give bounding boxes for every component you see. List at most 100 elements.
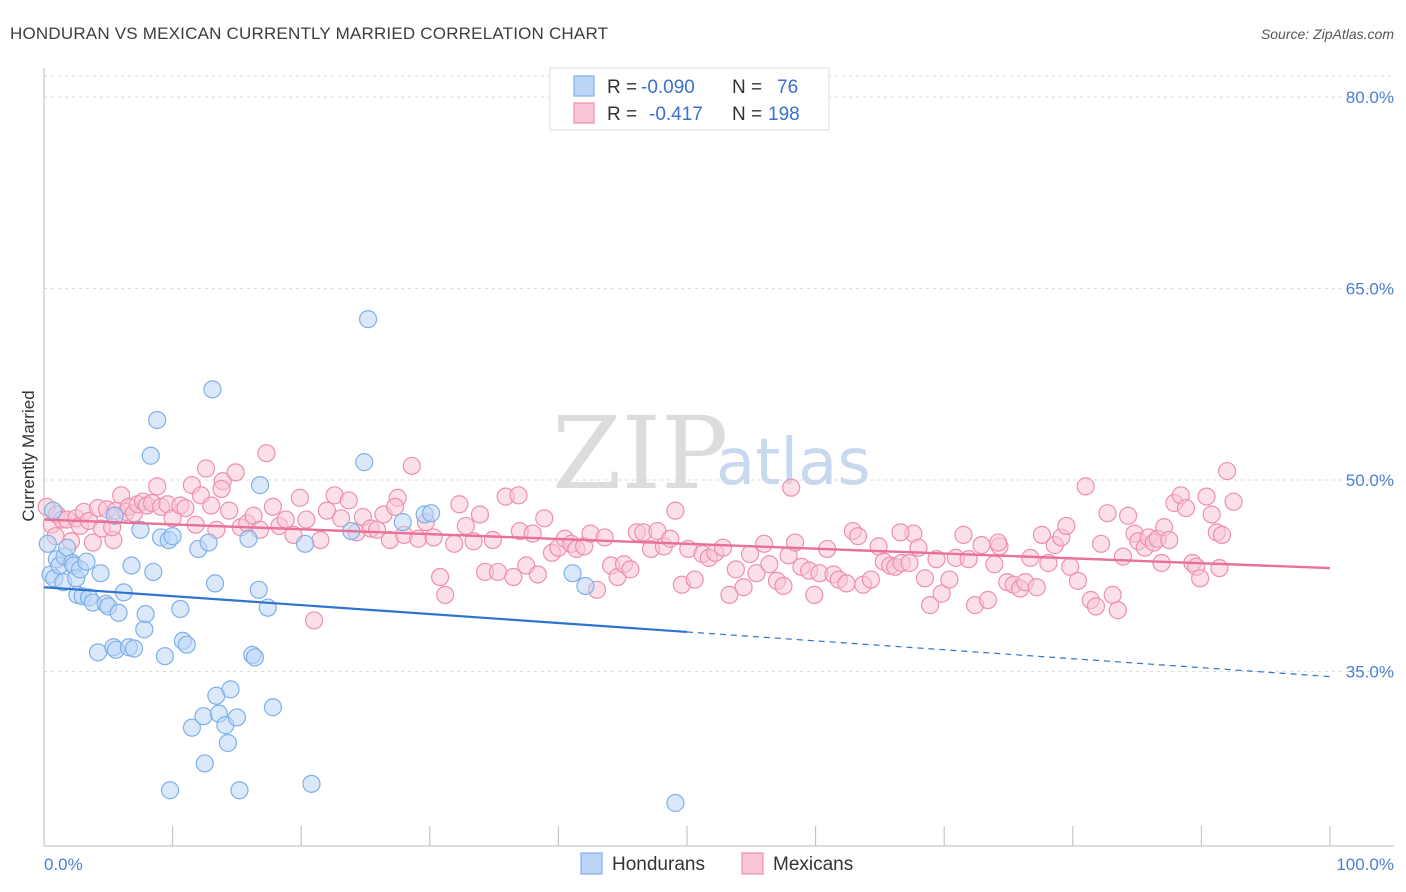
data-point-mexicans: [263, 497, 283, 516]
bottom-legend-label-hondurans: Hondurans: [612, 854, 705, 875]
data-point-hondurans: [194, 707, 213, 726]
y-tick-label: 80.0%: [1346, 88, 1394, 107]
svg-text:ZIP: ZIP: [552, 395, 728, 512]
data-point-hondurans: [109, 603, 128, 622]
data-point-hondurans: [88, 643, 108, 662]
y-tick-labels: 35.0% 50.0% 65.0% 80.0%: [1346, 88, 1394, 682]
data-point-mexicans: [402, 456, 421, 476]
data-point-mexicans: [891, 523, 910, 542]
data-point-hondurans: [124, 639, 144, 658]
data-point-mexicans: [1027, 578, 1046, 597]
data-point-hondurans: [295, 534, 315, 553]
data-point-mexicans: [311, 530, 330, 550]
data-point-mexicans: [226, 463, 245, 482]
legend-r-value-hondurans: -0.090: [641, 77, 695, 98]
data-point-mexicans: [621, 560, 640, 579]
data-point-hondurans: [230, 781, 249, 800]
data-point-mexicans: [456, 516, 475, 536]
data-point-mexicans: [595, 528, 614, 547]
data-point-mexicans: [900, 553, 919, 573]
data-point-mexicans: [1108, 601, 1127, 620]
data-point-mexicans: [1068, 571, 1088, 590]
data-point-mexicans: [1113, 547, 1133, 566]
data-point-hondurans: [195, 754, 214, 773]
data-point-mexicans: [747, 564, 766, 583]
data-point-mexicans: [782, 478, 801, 497]
data-point-mexicans: [734, 578, 753, 597]
bottom-legend-swatch-hondurans: [580, 852, 603, 875]
data-point-mexicans: [1210, 558, 1229, 578]
data-point-mexicans: [385, 497, 405, 516]
data-point-mexicans: [861, 570, 880, 589]
gridlines: [44, 75, 1394, 672]
legend-swatch-mexicans: [573, 102, 595, 124]
data-point-hondurans: [355, 453, 374, 472]
data-point-hondurans: [250, 476, 270, 495]
data-point-hondurans: [177, 635, 196, 654]
bottom-legend-label-mexicans: Mexicans: [773, 854, 853, 875]
data-point-mexicans: [488, 562, 508, 582]
data-point-mexicans: [176, 498, 195, 518]
data-point-hondurans: [358, 310, 378, 329]
chart-source: Source: ZipAtlas.com: [1261, 26, 1394, 42]
data-point-mexicans: [317, 501, 337, 520]
data-point-mexicans: [1118, 506, 1138, 525]
data-point-hondurans: [122, 556, 141, 575]
data-point-hondurans: [203, 380, 222, 399]
x-tick-label-max: 100.0%: [1336, 855, 1394, 874]
axes: [43, 68, 1394, 847]
legend-n-label-mexicans: N =: [732, 104, 762, 125]
trend-lines: [43, 518, 1331, 678]
zipatlas-watermark: ZIP atlas: [552, 395, 871, 512]
data-point-mexicans: [805, 585, 824, 605]
data-point-hondurans: [263, 698, 283, 717]
data-point-hondurans: [205, 574, 225, 593]
data-point-mexicans: [985, 555, 1004, 574]
data-point-hondurans: [43, 501, 63, 520]
data-point-mexicans: [528, 565, 547, 584]
legend-swatch-hondurans: [573, 75, 595, 97]
data-point-hondurans: [421, 504, 441, 523]
data-point-mexicans: [685, 570, 704, 589]
data-point-mexicans: [720, 585, 739, 605]
data-point-mexicans: [755, 534, 774, 553]
data-point-mexicans: [1224, 492, 1243, 511]
data-point-mexicans: [445, 534, 464, 553]
data-point-hondurans: [182, 718, 201, 737]
data-point-mexicans: [430, 567, 450, 587]
data-point-mexicans: [424, 528, 443, 547]
data-point-mexicans: [1076, 477, 1095, 496]
data-point-mexicans: [1091, 534, 1111, 553]
data-point-hondurans: [144, 562, 163, 582]
data-point-hondurans: [245, 648, 265, 667]
data-point-mexicans: [523, 524, 542, 543]
data-point-mexicans: [196, 459, 216, 478]
y-tick-label: 35.0%: [1346, 663, 1394, 682]
chart-title: HONDURAN VS MEXICAN CURRENTLY MARRIED CO…: [10, 24, 608, 43]
legend-n-value-hondurans: 76: [777, 77, 798, 98]
data-point-mexicans: [1202, 505, 1221, 524]
data-point-mexicans: [1103, 585, 1122, 605]
data-point-mexicans: [504, 567, 523, 587]
data-point-mexicans: [954, 525, 973, 544]
legend-n-value-mexicans: 198: [768, 104, 800, 125]
legend-r-label-mexicans: R =: [607, 104, 637, 125]
data-point-mexicans: [932, 584, 951, 603]
trend-line-hondurans: [43, 586, 688, 634]
data-point-mexicans: [927, 550, 946, 569]
data-point-mexicans: [257, 444, 276, 463]
x-tick-label-min: 0.0%: [44, 855, 83, 874]
bottom-legend-swatch-mexicans: [741, 852, 764, 875]
data-point-mexicans: [470, 505, 490, 524]
data-point-hondurans: [393, 513, 412, 532]
data-point-hondurans: [38, 534, 57, 553]
data-point-mexicans: [1032, 525, 1052, 544]
data-point-mexicans: [148, 477, 167, 496]
data-point-mexicans: [304, 611, 324, 630]
data-point-mexicans: [339, 491, 358, 510]
data-point-mexicans: [726, 560, 745, 579]
data-point-mexicans: [837, 574, 856, 593]
data-point-hondurans: [148, 410, 167, 430]
data-point-hondurans: [171, 599, 190, 619]
data-point-mexicans: [989, 533, 1008, 552]
